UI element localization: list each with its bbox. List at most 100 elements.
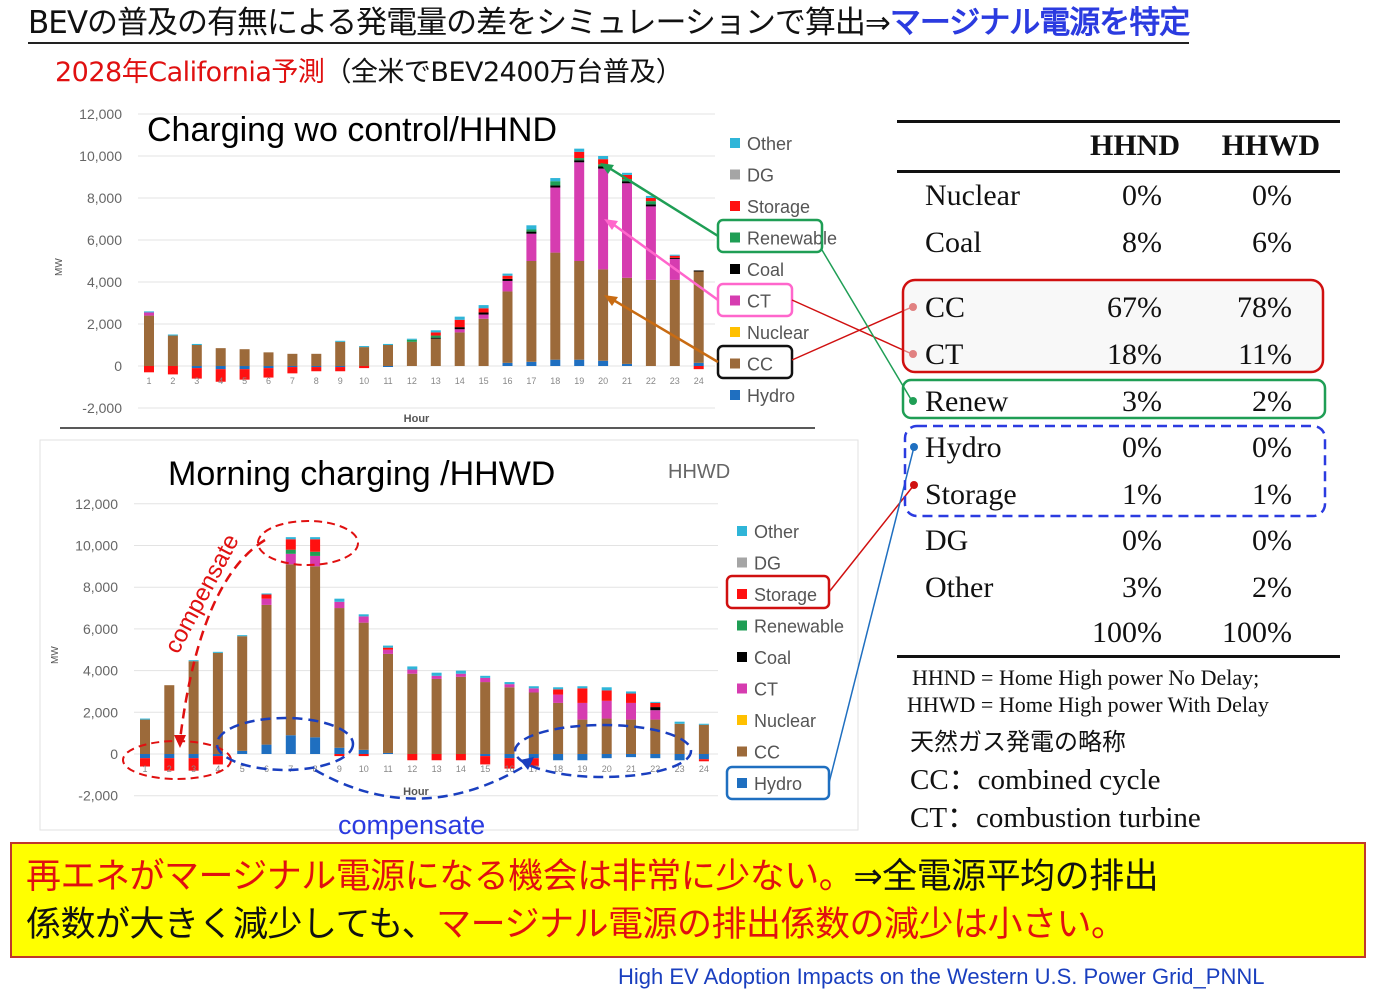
x-tick-label: 23 <box>675 764 685 774</box>
bar-segment-hydro-hour-5 <box>237 750 248 754</box>
bar-segment-storage-hour-7 <box>287 367 298 374</box>
gas-highlight-box <box>901 278 1325 374</box>
hhwd-value: 0% <box>1252 431 1292 464</box>
x-tick-label: 21 <box>622 376 632 386</box>
bar-segment-storage-hour-15 <box>480 756 491 765</box>
source-citation: High EV Adoption Impacts on the Western … <box>618 964 1265 989</box>
bar-segment-hydro-hour-4 <box>215 366 226 370</box>
legend-swatch-other <box>730 138 740 148</box>
x-tick-label: 7 <box>290 376 295 386</box>
bar-segment-cc-hour-22 <box>650 719 661 754</box>
bar-segment-renewable-hour-22 <box>645 201 656 205</box>
bar-segment-storage-hour-13 <box>431 754 442 761</box>
bar-segment-other-hour-24 <box>698 723 709 725</box>
x-tick-label: 23 <box>670 376 680 386</box>
red-compensate-arrowhead <box>174 735 186 748</box>
y-tick-label: 12,000 <box>75 496 118 512</box>
row-label: Renew <box>925 385 1009 418</box>
bar-segment-hydro-hour-5 <box>239 366 250 370</box>
hhwd-value: 6% <box>1252 226 1292 259</box>
x-tick-label: 20 <box>598 376 608 386</box>
cc-arrow <box>609 296 719 364</box>
conclusion-2a: 係数が大きく減少しても、 <box>26 905 437 945</box>
bar-segment-hydro-hour-20 <box>598 360 609 366</box>
x-tick-label: 3 <box>191 764 196 774</box>
row-label: Storage <box>925 478 1017 511</box>
bar-segment-cc-hour-16 <box>504 687 515 754</box>
bar-segment-storage-hour-23 <box>669 255 680 258</box>
conclusion-1b: ⇒全電源平均の排出 <box>853 857 1159 897</box>
bar-segment-storage-hour-4 <box>215 369 226 382</box>
legend-swatch-coal <box>737 652 747 662</box>
bar-segment-ct-hour-6 <box>261 598 272 605</box>
title-highlight: マージナル電源を特定 <box>889 5 1190 41</box>
bar-segment-other-hour-12 <box>406 338 417 340</box>
x-tick-label: 15 <box>480 764 490 774</box>
conclusion-box: 再エネがマージナル電源になる機会は非常に少ない。⇒全電源平均の排出 係数が大きく… <box>10 842 1366 958</box>
bar-segment-hydro-hour-16 <box>502 362 513 366</box>
bar-segment-other-hour-11 <box>383 645 393 648</box>
bar-segment-other-hour-14 <box>455 670 466 674</box>
bar-segment-other-hour-11 <box>383 343 393 345</box>
x-tick-label: 15 <box>479 376 489 386</box>
x-tick-label: 16 <box>504 764 514 774</box>
bar-segment-cc-hour-1 <box>144 315 154 366</box>
bar-segment-hydro-hour-22 <box>650 754 661 759</box>
bar-segment-hydro-hour-19 <box>574 359 585 366</box>
bar-segment-storage-hour-11 <box>383 647 393 650</box>
bar-segment-storage-hour-15 <box>478 308 489 313</box>
blue-compensate-arrow <box>314 762 529 800</box>
bar-segment-ct-hour-1 <box>144 312 154 316</box>
x-tick-label: 24 <box>699 764 709 774</box>
bar-segment-renewable-hour-19 <box>574 158 585 161</box>
bar-segment-coal-hour-20 <box>598 166 609 169</box>
y-tick-label: -2,000 <box>78 788 118 804</box>
bar-segment-other-hour-10 <box>359 346 370 348</box>
x-tick-label: 22 <box>646 376 656 386</box>
bar-segment-hydro-hour-6 <box>263 366 274 369</box>
bar-segment-other-hour-1 <box>144 311 154 313</box>
bar-segment-ct-hour-21 <box>626 702 636 720</box>
row-label: Nuclear <box>925 179 1020 212</box>
bar-segment-coal-hour-17 <box>526 231 537 234</box>
hhnd-value: 3% <box>1122 571 1162 604</box>
bar-segment-cc-hour-19 <box>577 719 588 754</box>
ct-arrow <box>609 220 719 302</box>
bar-segment-cc-hour-12 <box>407 673 418 754</box>
bar-segment-hydro-hour-21 <box>622 363 632 366</box>
bar-segment-cc-hour-23 <box>674 723 685 754</box>
x-tick-label: 13 <box>431 376 441 386</box>
legend-label-storage: Storage <box>754 585 817 605</box>
hhwd-value: 0% <box>1252 179 1292 212</box>
bar-segment-cc-hour-8 <box>311 353 322 366</box>
y-tick-label: 6,000 <box>83 621 118 637</box>
legend-swatch-hydro <box>730 390 740 400</box>
bar-segment-hydro-hour-21 <box>626 754 636 758</box>
x-tick-label: 12 <box>407 376 417 386</box>
bar-segment-storage-hour-22 <box>645 198 656 202</box>
y-tick-label: 10,000 <box>75 538 118 554</box>
bar-segment-storage-hour-21 <box>622 174 632 180</box>
bar-segment-other-hour-19 <box>574 148 585 152</box>
x-tick-label: 24 <box>694 376 704 386</box>
bar-segment-cc-hour-18 <box>550 252 561 360</box>
bar-segment-hydro-hour-11 <box>383 752 393 754</box>
y-tick-label: 0 <box>110 746 118 762</box>
table-header-rule <box>897 170 1340 173</box>
legend-swatch-renewable <box>737 620 747 631</box>
bar-segment-cc-hour-5 <box>237 636 248 751</box>
bar-segment-storage-hour-20 <box>598 159 609 165</box>
bar-segment-other-hour-3 <box>188 660 199 662</box>
legend-label-ct: CT <box>747 292 771 312</box>
bar-segment-other-hour-1 <box>140 718 150 720</box>
bar-segment-other-hour-22 <box>650 701 661 703</box>
legend-label-other: Other <box>747 134 792 154</box>
bar-segment-ct-hour-20 <box>601 700 612 719</box>
bar-segment-hydro-hour-2 <box>164 754 175 759</box>
bar-segment-ct-hour-10 <box>358 616 369 623</box>
bar-segment-other-hour-3 <box>191 343 202 345</box>
bar-segment-hydro-hour-9 <box>334 747 345 754</box>
bar-segment-cc-hour-2 <box>167 335 178 366</box>
bar-segment-cc-hour-13 <box>430 338 441 366</box>
x-tick-label: 14 <box>455 376 465 386</box>
